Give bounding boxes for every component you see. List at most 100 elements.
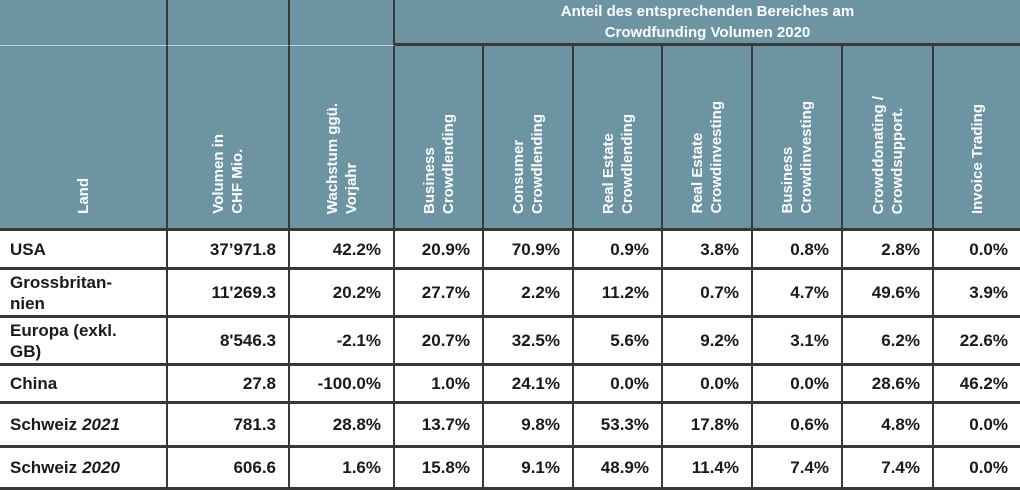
value-text: 24.1% bbox=[511, 374, 560, 393]
row-label-year: 2021 bbox=[82, 415, 120, 434]
value-cell: 20.2% bbox=[290, 270, 395, 318]
row-label-year: 2020 bbox=[82, 458, 120, 477]
row-label: USA bbox=[10, 239, 46, 259]
value-text: 0.0% bbox=[610, 374, 649, 393]
value-cell: 2.2% bbox=[484, 270, 574, 318]
value-cell: 24.1% bbox=[484, 366, 574, 404]
value-cell: 0.0% bbox=[574, 366, 663, 404]
value-cell: 606.6 bbox=[168, 448, 290, 487]
value-cell: 6.2% bbox=[843, 318, 934, 366]
value-cell: 15.8% bbox=[395, 448, 484, 487]
value-cell: 28.8% bbox=[290, 404, 395, 448]
value-text: 8'546.3 bbox=[219, 331, 276, 350]
value-text: 4.7% bbox=[790, 283, 829, 302]
value-cell: 7.4% bbox=[753, 448, 843, 487]
value-cell: 3.9% bbox=[934, 270, 1020, 318]
value-cell: 46.2% bbox=[934, 366, 1020, 404]
value-text: 3.1% bbox=[790, 331, 829, 350]
value-cell: 9.2% bbox=[663, 318, 753, 366]
column-header-label: Business Crowdlending bbox=[420, 114, 457, 214]
value-text: 20.7% bbox=[421, 331, 470, 350]
row-label-cell: China bbox=[0, 366, 168, 404]
value-text: 0.7% bbox=[700, 283, 739, 302]
value-cell: 22.6% bbox=[934, 318, 1020, 366]
value-cell: 42.2% bbox=[290, 231, 395, 270]
value-cell: 11.4% bbox=[663, 448, 753, 487]
value-cell: 9.1% bbox=[484, 448, 574, 487]
value-cell: 781.3 bbox=[168, 404, 290, 448]
column-header-real-estate-crowdlending: Real Estate Crowdlending bbox=[574, 46, 663, 231]
value-text: 9.2% bbox=[700, 331, 739, 350]
column-header-label: Volumen in CHF Mio. bbox=[210, 134, 246, 214]
value-text: 22.6% bbox=[959, 331, 1008, 350]
value-text: 37’971.8 bbox=[209, 239, 276, 259]
value-cell: 0.0% bbox=[753, 366, 843, 404]
value-text: 11.4% bbox=[691, 458, 739, 477]
value-cell: -2.1% bbox=[290, 318, 395, 366]
row-label: Europa (exkl. GB) bbox=[10, 320, 117, 361]
row-label-cell: USA bbox=[0, 231, 168, 270]
row-label-cell: Grossbritan- nien bbox=[0, 270, 168, 318]
value-cell: 28.6% bbox=[843, 366, 934, 404]
value-cell: 2.8% bbox=[843, 231, 934, 270]
value-cell: 0.0% bbox=[934, 404, 1020, 448]
column-header-consumer-crowdlending: Consumer Crowdlending bbox=[484, 46, 574, 231]
column-header-real-estate-crowdinvesting: Real Estate Crowdinvesting bbox=[663, 46, 753, 231]
value-text: 1.6% bbox=[342, 458, 381, 477]
value-text: 27.7% bbox=[421, 283, 470, 302]
value-text: 13.7% bbox=[421, 415, 470, 434]
value-text: 7.4% bbox=[790, 458, 829, 477]
value-text: 0.0% bbox=[969, 415, 1008, 434]
value-text: 0.6% bbox=[790, 415, 829, 434]
value-text: 0.0% bbox=[700, 374, 739, 393]
value-cell: 3.8% bbox=[663, 231, 753, 270]
value-text: 781.3 bbox=[233, 415, 276, 434]
column-header-label: Wachstum ggü. Vorjahr bbox=[323, 102, 360, 214]
value-text: 15.8% bbox=[421, 458, 470, 477]
value-text: 606.6 bbox=[233, 458, 276, 477]
value-cell: 0.9% bbox=[574, 231, 663, 270]
value-cell: 8'546.3 bbox=[168, 318, 290, 366]
value-text: 20.9% bbox=[421, 239, 470, 259]
value-text: 9.8% bbox=[521, 415, 560, 434]
value-text: 42.2% bbox=[332, 239, 381, 259]
row-label: Schweiz bbox=[10, 415, 78, 434]
column-header-label: Real Estate Crowdlending bbox=[599, 114, 636, 214]
value-cell: 0.0% bbox=[663, 366, 753, 404]
value-text: 11'269.3 bbox=[211, 283, 276, 302]
value-text: 0.0% bbox=[969, 458, 1008, 477]
value-text: 0.0% bbox=[969, 239, 1008, 259]
value-cell: 0.0% bbox=[934, 448, 1020, 487]
column-header-crowddonating: Crowddonating / Crowdsupport. bbox=[843, 46, 934, 231]
value-text: 53.3% bbox=[600, 415, 649, 434]
value-cell: 37’971.8 bbox=[168, 231, 290, 270]
column-header-business-crowdinvesting: Business Crowdinvesting bbox=[753, 46, 843, 231]
span-header: Anteil des entsprechenden Bereiches am C… bbox=[395, 0, 1020, 46]
value-text: 11.2% bbox=[601, 283, 649, 302]
value-cell: 4.8% bbox=[843, 404, 934, 448]
value-text: 0.8% bbox=[790, 239, 829, 259]
value-text: 48.9% bbox=[600, 458, 649, 477]
value-text: 6.2% bbox=[881, 331, 920, 350]
value-text: 17.8% bbox=[690, 415, 739, 434]
value-cell: 11'269.3 bbox=[168, 270, 290, 318]
value-cell: 5.6% bbox=[574, 318, 663, 366]
value-text: -100.0% bbox=[317, 374, 381, 393]
row-label-cell: Schweiz 2021 bbox=[0, 404, 168, 448]
value-text: -2.1% bbox=[336, 331, 381, 350]
value-cell: 20.7% bbox=[395, 318, 484, 366]
row-label-cell: Schweiz 2020 bbox=[0, 448, 168, 487]
value-cell: 27.8 bbox=[168, 366, 290, 404]
value-text: 46.2% bbox=[959, 374, 1008, 393]
column-header-label: Business Crowdinvesting bbox=[779, 101, 815, 214]
value-text: 70.9% bbox=[511, 239, 560, 259]
column-header-business-crowdlending: Business Crowdlending bbox=[395, 46, 484, 231]
value-cell: 9.8% bbox=[484, 404, 574, 448]
column-header-label: Land bbox=[74, 178, 92, 214]
value-text: 28.8% bbox=[332, 415, 381, 434]
value-text: 0.9% bbox=[610, 239, 649, 259]
value-text: 3.8% bbox=[700, 239, 739, 259]
value-text: 5.6% bbox=[610, 331, 649, 350]
value-text: 49.6% bbox=[871, 283, 920, 302]
